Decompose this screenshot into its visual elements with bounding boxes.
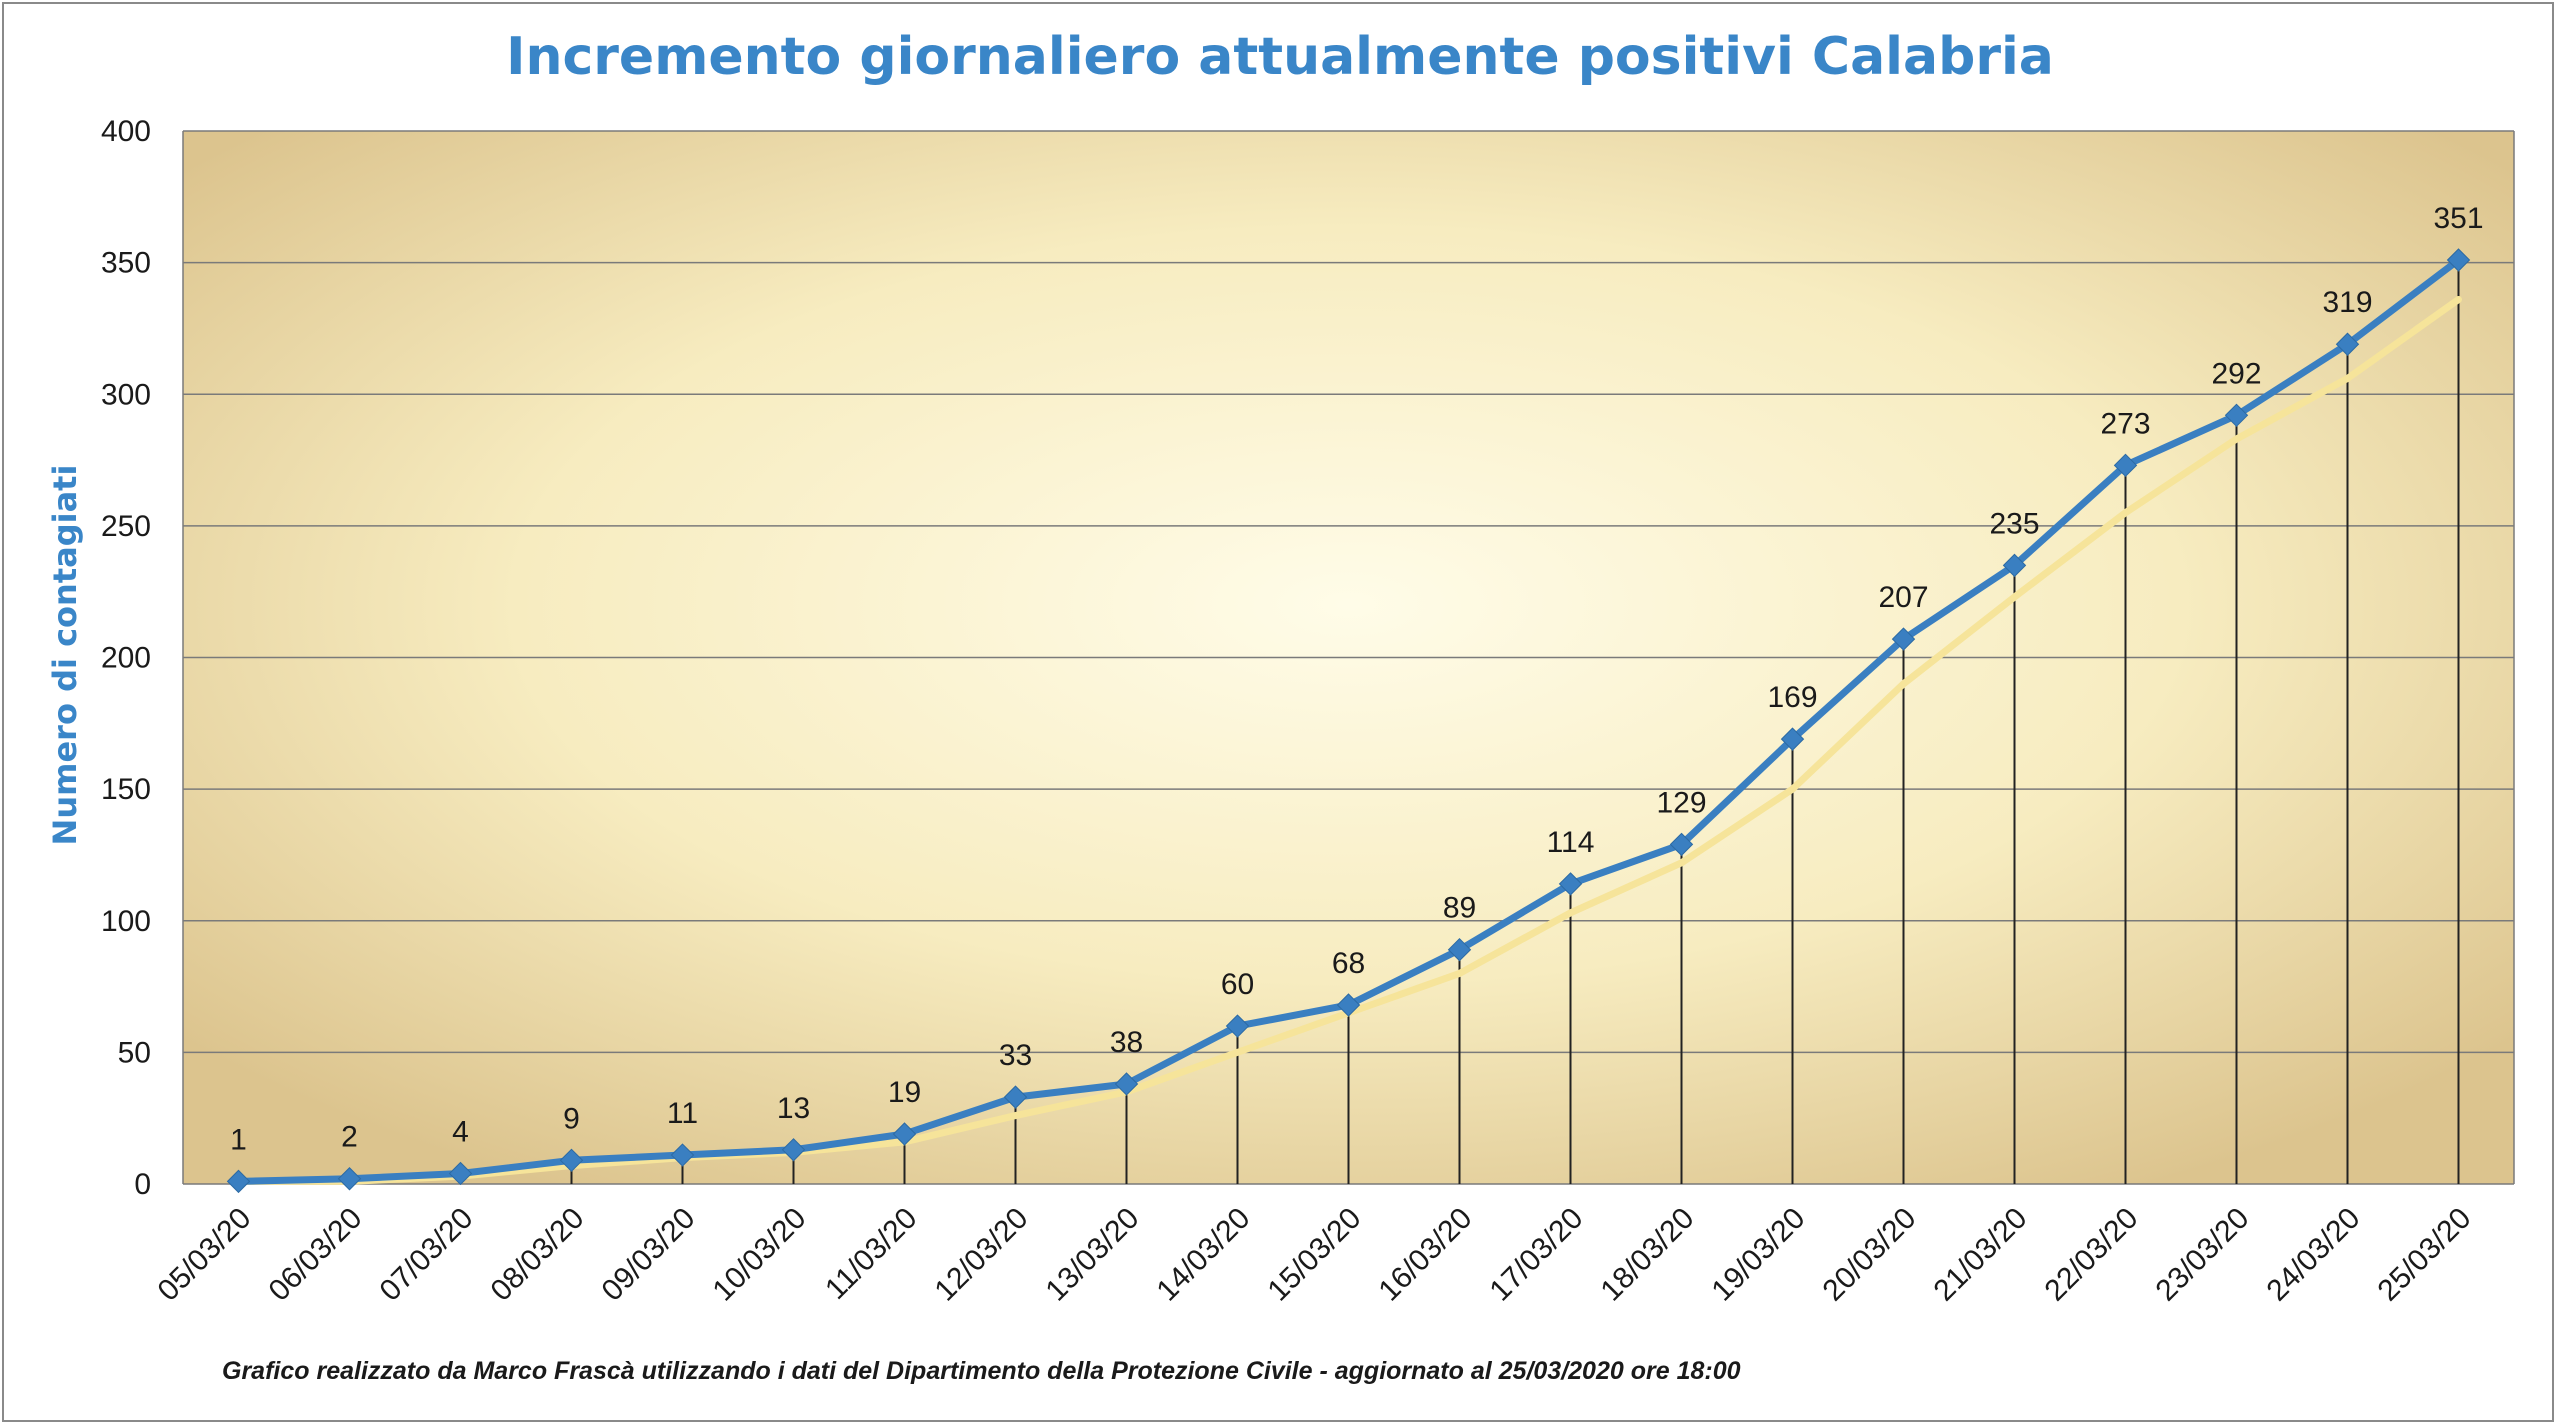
x-tick-label: 05/03/20 bbox=[152, 1202, 258, 1308]
x-tick-label: 15/03/20 bbox=[1262, 1202, 1368, 1308]
y-tick-label: 0 bbox=[134, 1168, 151, 1201]
x-tick-label: 10/03/20 bbox=[707, 1202, 813, 1308]
data-point-marker bbox=[1891, 627, 1916, 651]
data-label: 19 bbox=[888, 1076, 921, 1109]
data-label: 129 bbox=[1656, 786, 1706, 819]
data-label: 273 bbox=[2100, 407, 2150, 440]
data-point-marker bbox=[670, 1143, 695, 1167]
data-label: 33 bbox=[999, 1039, 1032, 1072]
data-point-marker bbox=[226, 1169, 251, 1194]
y-tick-label: 200 bbox=[101, 642, 151, 675]
drop-lines bbox=[237, 259, 2460, 1184]
data-label: 68 bbox=[1332, 947, 1365, 980]
data-point-marker bbox=[892, 1122, 917, 1146]
data-label: 60 bbox=[1221, 968, 1254, 1001]
y-tick-label: 400 bbox=[101, 115, 151, 148]
data-label: 351 bbox=[2433, 202, 2483, 235]
data-point-marker bbox=[2224, 403, 2249, 428]
data-label: 169 bbox=[1767, 681, 1817, 714]
x-tick-label: 20/03/20 bbox=[1817, 1202, 1923, 1308]
x-tick-label: 23/03/20 bbox=[2150, 1202, 2256, 1308]
x-tick-label: 21/03/20 bbox=[1928, 1202, 2034, 1308]
chart-footnote: Grafico realizzato da Marco Frascà utili… bbox=[222, 1357, 1741, 1385]
data-label: 235 bbox=[1989, 507, 2039, 540]
data-point-marker bbox=[448, 1161, 473, 1186]
data-point-marker bbox=[1336, 993, 1361, 1017]
x-tick-label: 12/03/20 bbox=[929, 1202, 1035, 1308]
x-tick-label: 24/03/20 bbox=[2261, 1202, 2367, 1308]
data-point-marker bbox=[2002, 553, 2027, 578]
x-tick-label: 14/03/20 bbox=[1151, 1202, 1257, 1308]
x-tick-label: 06/03/20 bbox=[263, 1202, 369, 1308]
x-tick-label: 09/03/20 bbox=[596, 1202, 702, 1308]
data-label: 13 bbox=[777, 1092, 810, 1125]
data-label: 4 bbox=[452, 1115, 469, 1148]
data-label: 1 bbox=[230, 1123, 247, 1156]
data-point-marker bbox=[1003, 1085, 1028, 1109]
data-point-marker bbox=[781, 1138, 806, 1162]
x-tick-label: 18/03/20 bbox=[1595, 1202, 1701, 1308]
data-labels: 1 2 4 9 11 13 19 33 38 60 68 89 114 129 169 207 235 273 29… bbox=[230, 202, 2483, 1156]
data-label: 38 bbox=[1110, 1026, 1143, 1059]
y-axis-ticks: 0 50 100 150 200 250 300 350 400 bbox=[101, 115, 151, 1201]
y-tick-label: 300 bbox=[101, 378, 151, 411]
data-label: 207 bbox=[1878, 581, 1928, 614]
markers bbox=[226, 248, 2471, 1194]
x-tick-label: 17/03/20 bbox=[1484, 1202, 1590, 1308]
x-tick-label: 19/03/20 bbox=[1706, 1202, 1812, 1308]
data-point-marker bbox=[1780, 727, 1805, 751]
x-tick-label: 13/03/20 bbox=[1040, 1202, 1146, 1308]
x-tick-label: 08/03/20 bbox=[485, 1202, 591, 1308]
data-label: 292 bbox=[2211, 357, 2261, 390]
data-label: 114 bbox=[1547, 826, 1595, 859]
y-tick-label: 50 bbox=[118, 1036, 151, 1069]
data-point-marker bbox=[2335, 332, 2360, 356]
y-tick-label: 350 bbox=[101, 247, 151, 280]
data-point-marker bbox=[1558, 872, 1583, 896]
x-axis-ticks: 05/03/20 06/03/20 07/03/20 08/03/20 09/03/20… bbox=[152, 1202, 2478, 1308]
x-tick-label: 07/03/20 bbox=[374, 1202, 480, 1308]
y-axis-label: Numero di contagiati bbox=[46, 465, 84, 846]
x-tick-label: 11/03/20 bbox=[819, 1202, 923, 1306]
y-tick-label: 150 bbox=[101, 773, 151, 806]
data-point-marker bbox=[337, 1167, 362, 1191]
data-point-marker bbox=[2446, 248, 2471, 272]
y-tick-label: 100 bbox=[101, 905, 151, 938]
data-point-marker bbox=[2113, 453, 2138, 478]
data-label: 319 bbox=[2322, 286, 2372, 319]
data-point-marker bbox=[1114, 1072, 1139, 1096]
y-tick-label: 250 bbox=[101, 510, 151, 543]
x-tick-label: 16/03/20 bbox=[1373, 1202, 1479, 1308]
data-point-marker bbox=[1447, 938, 1472, 962]
data-label: 11 bbox=[667, 1097, 698, 1130]
x-tick-label: 22/03/20 bbox=[2039, 1202, 2145, 1308]
x-tick-label: 25/03/20 bbox=[2372, 1202, 2478, 1308]
data-label: 2 bbox=[341, 1121, 358, 1154]
data-point-marker bbox=[1225, 1014, 1250, 1038]
data-label: 89 bbox=[1443, 892, 1476, 925]
data-label: 9 bbox=[563, 1102, 580, 1135]
chart-title: Incremento giornaliero attualmente posit… bbox=[506, 27, 2054, 87]
data-point-marker bbox=[1669, 832, 1694, 857]
data-point-marker bbox=[559, 1148, 584, 1173]
